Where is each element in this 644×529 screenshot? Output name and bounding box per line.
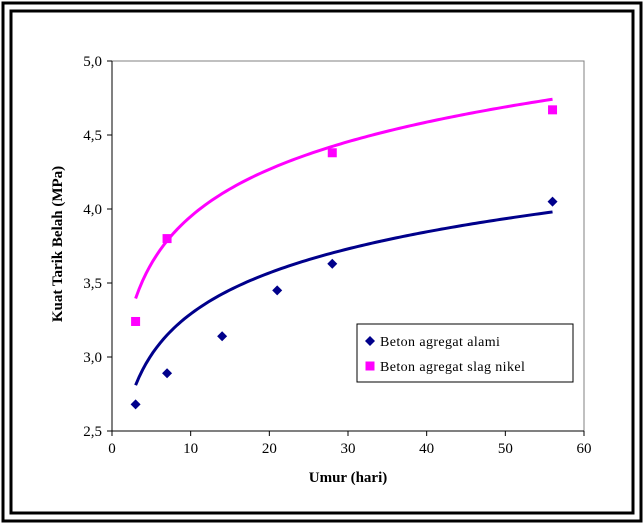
- legend-label-series-1: Beton agregat alami: [380, 335, 500, 350]
- legend-marker-series-1: [365, 336, 375, 346]
- data-point-series-1: [272, 285, 283, 296]
- x-axis-title: Umur (hari): [309, 470, 387, 486]
- data-point-series-2: [327, 148, 337, 158]
- y-axis-title: Kuat Tarik Belah (MPa): [50, 166, 66, 322]
- data-point-series-2: [548, 105, 558, 115]
- trendlines: [134, 97, 553, 386]
- legend-label-series-2: Beton agregat slag nikel: [380, 360, 525, 375]
- axes: 0 10 20 30 40 50 60 2,5 3,0 3,5 4,0 4,5 5,0: [83, 54, 591, 457]
- legend-box: [356, 323, 574, 383]
- data-point-series-1: [130, 399, 141, 410]
- y-tick-label: 5,0: [83, 54, 102, 70]
- x-tick-label: 10: [183, 441, 198, 457]
- x-tick-label: 20: [262, 441, 277, 457]
- inner-frame: [9, 9, 635, 515]
- x-tick-label: 60: [577, 441, 592, 457]
- data-points: [130, 105, 558, 410]
- trendline-series-1: [134, 210, 553, 386]
- data-point-series-2: [162, 234, 172, 244]
- data-point-series-1: [162, 368, 173, 379]
- legend-markers: [365, 336, 375, 371]
- data-point-series-1: [547, 196, 558, 207]
- x-tick-label: 50: [498, 441, 513, 457]
- x-tick-label: 30: [341, 441, 356, 457]
- y-tick-label: 3,5: [83, 276, 102, 292]
- y-tick-label: 2,5: [83, 424, 102, 440]
- x-tick-label: 0: [108, 441, 116, 457]
- data-point-series-1: [327, 258, 338, 269]
- data-point-series-1: [217, 331, 228, 342]
- y-tick-label: 4,5: [83, 128, 102, 144]
- trendline-series-2: [134, 97, 553, 300]
- data-point-series-2: [131, 316, 141, 326]
- legend-marker-series-2: [365, 361, 375, 371]
- y-tick-label: 4,0: [83, 202, 102, 218]
- legend: Beton agregat alami Beton agregat slag n…: [356, 323, 574, 383]
- y-tick-label: 3,0: [83, 350, 102, 366]
- x-tick-label: 40: [419, 441, 434, 457]
